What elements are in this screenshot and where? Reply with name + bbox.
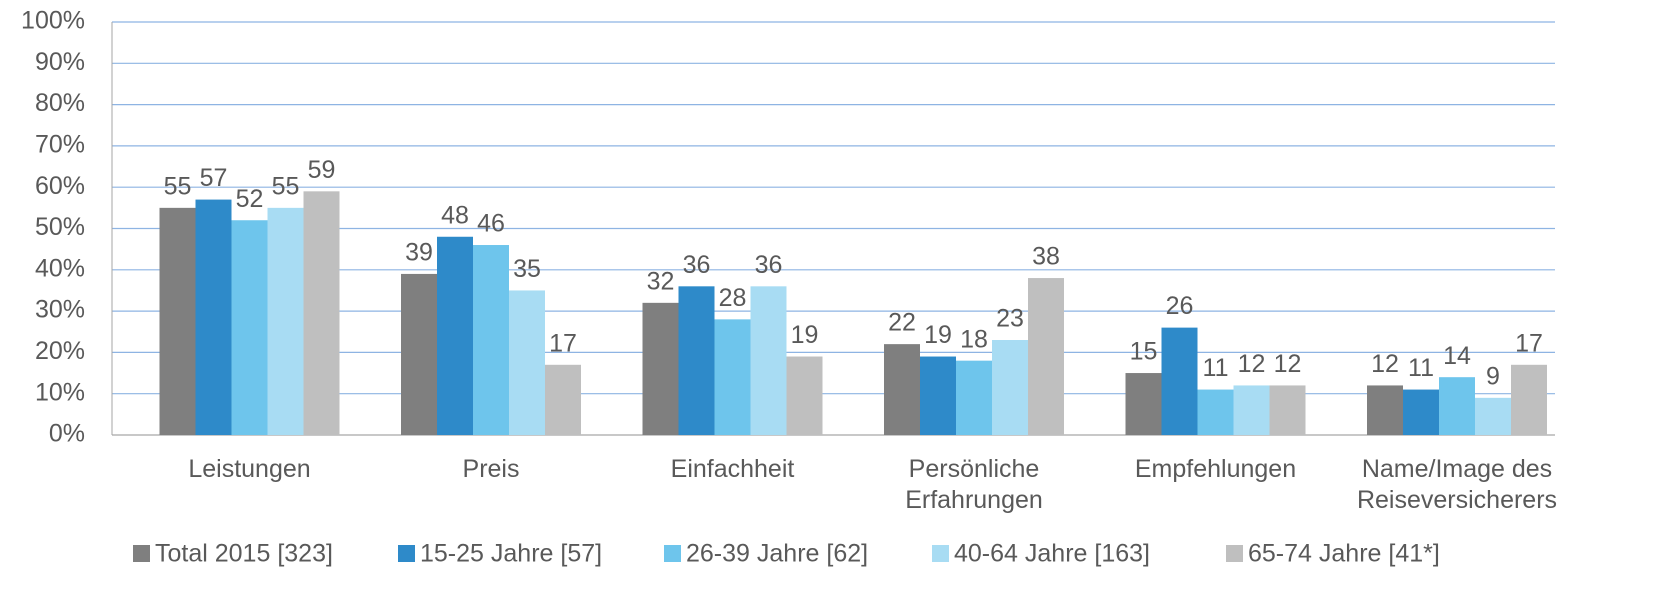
- bar: [714, 319, 751, 435]
- legend-swatch: [1226, 545, 1243, 562]
- data-label: 26: [1166, 292, 1194, 320]
- data-label: 55: [164, 172, 192, 200]
- bar: [1028, 278, 1064, 435]
- bar: [1269, 385, 1306, 435]
- data-label: 55: [272, 172, 300, 200]
- legend-label: 65-74 Jahre [41*]: [1248, 540, 1440, 568]
- bar: [1233, 385, 1270, 435]
- data-label: 14: [1443, 342, 1471, 370]
- bar: [437, 236, 473, 435]
- y-tick-label: 30%: [35, 296, 85, 324]
- bar: [1161, 327, 1198, 435]
- bar: [303, 191, 340, 435]
- data-label: 57: [200, 164, 228, 192]
- bar: [642, 302, 679, 435]
- legend-label: 15-25 Jahre [57]: [420, 540, 602, 568]
- y-tick-label: 40%: [35, 254, 85, 282]
- data-label: 12: [1371, 350, 1399, 378]
- y-tick-label: 50%: [35, 213, 85, 241]
- y-tick-label: 80%: [35, 89, 85, 117]
- x-tick-label: Empfehlungen: [1134, 455, 1297, 483]
- data-label: 9: [1486, 362, 1500, 390]
- data-label: 15: [1130, 338, 1158, 366]
- y-tick-label: 70%: [35, 131, 85, 159]
- bar: [1403, 389, 1439, 435]
- data-label: 17: [549, 329, 577, 357]
- data-label: 28: [719, 284, 747, 312]
- data-label: 17: [1515, 329, 1543, 357]
- data-label: 38: [1032, 243, 1060, 271]
- data-label: 36: [755, 251, 783, 279]
- legend-label: 26-39 Jahre [62]: [686, 540, 868, 568]
- x-tick-label: Preis: [462, 455, 520, 483]
- bar: [1197, 389, 1234, 435]
- legend-swatch: [133, 545, 150, 562]
- data-label: 11: [1203, 354, 1229, 382]
- legend-label: Total 2015 [323]: [155, 540, 333, 568]
- data-label: 32: [647, 267, 675, 295]
- bar: [159, 207, 196, 435]
- bar: [992, 340, 1028, 435]
- data-label: 52: [236, 185, 264, 213]
- bar: [1125, 373, 1162, 435]
- data-label: 19: [924, 321, 952, 349]
- y-tick-label: 90%: [35, 48, 85, 76]
- y-tick-label: 100%: [21, 7, 85, 35]
- legend-swatch: [932, 545, 949, 562]
- y-tick-label: 60%: [35, 172, 85, 200]
- y-tick-label: 10%: [35, 378, 85, 406]
- bar: [956, 360, 992, 435]
- data-label: 12: [1274, 350, 1302, 378]
- data-label: 22: [888, 309, 916, 337]
- data-label: 46: [477, 210, 505, 238]
- bar: [1367, 385, 1403, 435]
- bar: [1475, 397, 1511, 435]
- x-tick-label: Einfachheit: [670, 455, 795, 483]
- bar: [401, 273, 437, 435]
- data-label: 19: [791, 321, 819, 349]
- bar: [750, 286, 787, 435]
- bar: [1511, 364, 1547, 435]
- data-label: 36: [683, 251, 711, 279]
- data-label: 18: [960, 325, 988, 353]
- bar: [545, 364, 581, 435]
- bar: [509, 290, 545, 435]
- bar: [473, 245, 509, 435]
- data-label: 48: [441, 201, 469, 229]
- x-tick-label: Name/Image des Reiseversicherers: [1356, 455, 1558, 514]
- y-tick-label: 20%: [35, 337, 85, 365]
- x-tick-label: Persönliche Erfahrungen: [905, 455, 1043, 514]
- y-tick-label: 0%: [49, 420, 85, 448]
- data-label: 35: [513, 255, 541, 283]
- data-label: 59: [308, 156, 336, 184]
- data-label: 12: [1238, 350, 1266, 378]
- bar: [786, 356, 823, 435]
- bar: [884, 344, 920, 435]
- bar: [678, 286, 715, 435]
- x-tick-label: Leistungen: [188, 455, 311, 483]
- data-label: 23: [996, 305, 1024, 333]
- data-label: 11: [1408, 354, 1434, 382]
- legend-label: 40-64 Jahre [163]: [954, 540, 1150, 568]
- bar: [195, 199, 232, 435]
- data-label: 39: [405, 239, 433, 267]
- legend-swatch: [664, 545, 681, 562]
- bar: [267, 207, 304, 435]
- legend-swatch: [398, 545, 415, 562]
- bar: [1439, 377, 1475, 435]
- bar: [920, 356, 956, 435]
- bar: [231, 220, 268, 435]
